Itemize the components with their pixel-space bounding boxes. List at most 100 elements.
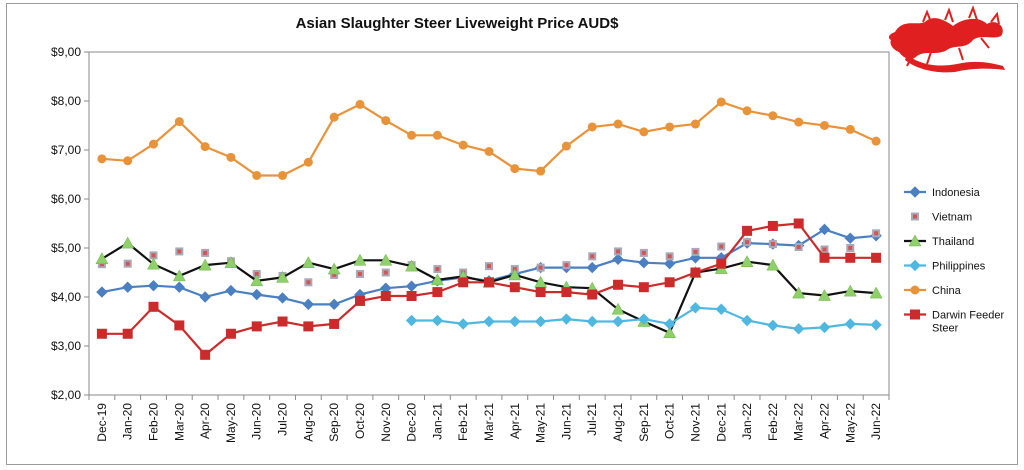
data-point-center <box>332 272 337 277</box>
data-point-center <box>177 249 182 254</box>
data-point <box>613 119 623 129</box>
data-point <box>458 277 469 288</box>
data-point <box>870 319 882 331</box>
data-point <box>329 318 340 329</box>
series-line <box>101 100 877 177</box>
legend-item: Indonesia <box>904 186 981 199</box>
data-point <box>172 269 186 282</box>
data-point <box>458 140 468 150</box>
data-point-center <box>693 249 698 254</box>
data-point <box>328 298 340 311</box>
data-point-center <box>641 250 646 255</box>
data-point <box>379 253 393 266</box>
data-point <box>534 315 547 328</box>
data-point-center <box>151 253 156 258</box>
data-point <box>766 258 780 271</box>
x-tick-label: May-22 <box>843 403 857 443</box>
data-point <box>818 223 831 236</box>
data-point <box>689 302 702 314</box>
series-philippines <box>405 302 882 335</box>
data-point <box>742 225 753 236</box>
x-tick-label: Jun-22 <box>869 403 883 440</box>
series-darwin-feeder-steer <box>96 218 882 360</box>
data-point <box>716 258 727 269</box>
series-china <box>97 97 881 180</box>
data-point-center <box>667 254 672 259</box>
legend-item: Vietnam <box>911 212 972 224</box>
data-point <box>123 156 133 166</box>
x-tick-label: Feb-20 <box>147 403 161 441</box>
data-point <box>174 320 185 331</box>
data-point <box>613 279 624 290</box>
legend: Indonesia Vietnam Thailand Philippines China… <box>904 186 1004 335</box>
data-point <box>536 166 546 176</box>
legend-label: Philippines <box>932 261 986 273</box>
data-point <box>793 218 804 229</box>
data-point <box>663 326 677 339</box>
data-point <box>97 154 107 164</box>
data-point-center <box>874 231 879 236</box>
data-point <box>665 122 675 132</box>
data-point <box>407 130 417 140</box>
dragon-spikes <box>922 5 1000 25</box>
data-point-center <box>383 270 388 275</box>
y-tick-label: $4,00 <box>51 290 81 304</box>
x-tick-label: Jun-20 <box>250 403 264 440</box>
data-point <box>174 117 184 127</box>
data-point <box>715 303 727 315</box>
data-point <box>611 302 625 315</box>
data-point <box>149 139 159 149</box>
legend-label: China <box>932 285 962 297</box>
x-tick-label: Mar-21 <box>482 403 496 441</box>
data-point <box>355 99 365 109</box>
data-point <box>277 316 288 327</box>
data-point-center <box>745 240 750 245</box>
data-point-center <box>590 254 595 259</box>
data-point <box>147 257 160 270</box>
data-point-center <box>822 247 827 252</box>
data-point <box>792 286 806 299</box>
data-point <box>251 321 262 332</box>
data-point <box>430 273 444 286</box>
data-point <box>844 232 856 244</box>
data-point <box>741 314 753 327</box>
data-point <box>508 268 522 281</box>
data-point <box>638 313 650 325</box>
y-tick-label: $2,00 <box>51 388 81 402</box>
data-point-center <box>848 246 853 250</box>
data-point <box>638 256 650 269</box>
data-point <box>327 262 341 275</box>
data-point <box>871 136 881 146</box>
x-tick-label: Dec-20 <box>405 403 419 442</box>
data-point <box>301 256 315 268</box>
data-point <box>561 141 571 151</box>
data-point <box>561 287 572 298</box>
data-point <box>767 319 779 332</box>
data-point <box>690 119 700 129</box>
x-tick-label: Apr-20 <box>198 403 212 439</box>
data-point <box>612 253 624 265</box>
y-tick-label: $9,00 <box>51 45 81 59</box>
data-point <box>663 257 676 270</box>
legend-label: Darwin Feeder <box>932 310 1004 322</box>
data-point <box>612 315 624 328</box>
y-tick-label: $6,00 <box>51 192 81 206</box>
legend-label: Indonesia <box>932 187 981 199</box>
data-point <box>560 313 573 325</box>
data-point <box>587 289 598 300</box>
x-tick-label: Aug-20 <box>301 403 315 442</box>
data-point-center <box>770 242 775 247</box>
data-point-center <box>913 214 917 219</box>
data-point <box>664 277 675 288</box>
chart-title: Asian Slaughter Steer Liveweight Price A… <box>296 15 620 32</box>
data-point <box>276 270 289 283</box>
data-point <box>302 298 315 311</box>
x-tick-label: Aug-21 <box>611 403 625 442</box>
x-tick-label: Nov-21 <box>688 403 702 442</box>
data-point <box>251 288 263 301</box>
x-tick-label: Jul-21 <box>585 403 599 436</box>
y-tick-label: $8,00 <box>51 94 81 108</box>
data-point <box>638 282 649 293</box>
data-point-center <box>487 264 491 269</box>
